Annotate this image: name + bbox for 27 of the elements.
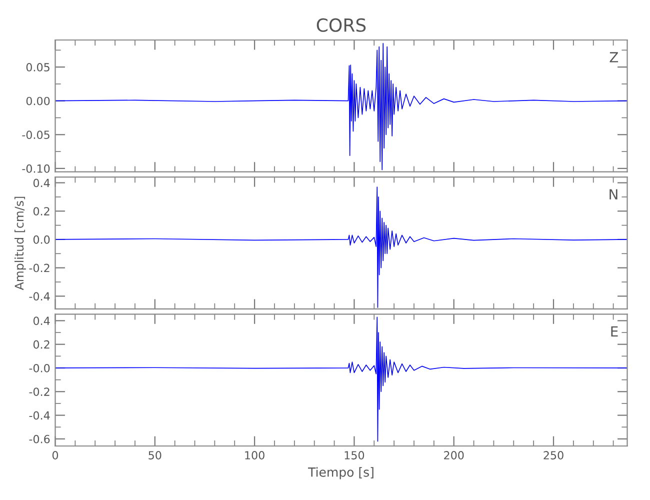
x-tick-label: 50: [148, 451, 162, 460]
y-tick-label: 0.00: [26, 96, 50, 106]
chart-title: CORS: [316, 18, 366, 32]
x-tick-label: 150: [344, 451, 364, 460]
x-tick-label: 100: [245, 451, 264, 460]
annotation: Z: [610, 52, 618, 62]
y-tick-label: 0.4: [33, 178, 50, 188]
y-axis-title: Amplitud [cm/s]: [14, 196, 26, 290]
y-tick-label: -0.05: [22, 130, 50, 140]
y-tick-label: 0.05: [26, 63, 50, 72]
x-tick-label: 250: [544, 451, 564, 460]
y-tick-label: -0.4: [29, 411, 50, 420]
y-tick-label: -0.2: [29, 264, 50, 272]
y-tick-label: -0.10: [22, 164, 50, 173]
y-tick-label: 0.4: [33, 316, 50, 326]
y-tick-label: -0.4: [29, 292, 50, 301]
y-tick-label: 0.2: [33, 207, 50, 216]
x-axis-title: Tiempo [s]: [308, 467, 374, 480]
x-tick-label: 0: [52, 451, 58, 460]
annotation: N: [610, 189, 618, 200]
annotation: E: [611, 326, 618, 336]
y-tick-label: 0.2: [33, 340, 50, 349]
y-tick-label: 0.0: [33, 235, 50, 244]
x-tick-label: 200: [444, 451, 464, 460]
y-tick-label: -0.6: [29, 434, 50, 444]
y-tick-label: -0.0: [29, 364, 50, 372]
y-tick-label: -0.2: [29, 388, 50, 396]
